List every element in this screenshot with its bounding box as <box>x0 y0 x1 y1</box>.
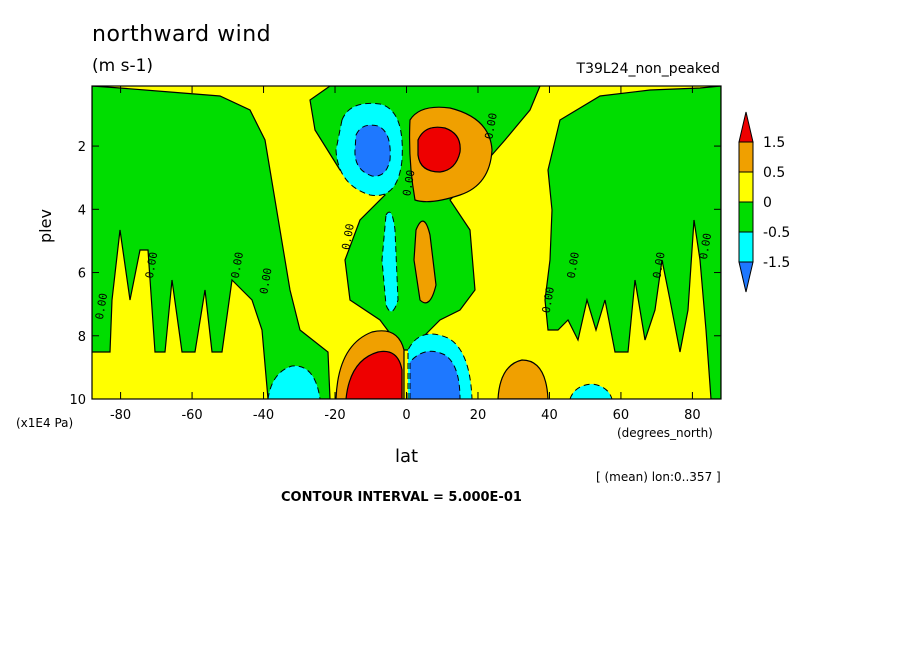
colorbar-segment <box>738 231 754 263</box>
field-positive-mid-sliver <box>413 220 437 304</box>
colorbar-segment <box>738 261 754 293</box>
field-strong-positive-upper-north <box>417 126 461 173</box>
chart-title: northward wind <box>92 22 272 47</box>
colorbar-segment <box>738 171 754 203</box>
colorbar-label: 0.5 <box>763 165 785 181</box>
colorbar-label: 0 <box>763 195 772 211</box>
field-negative-southern-extratropics <box>92 86 331 399</box>
x-axis-label: lat <box>395 446 419 467</box>
x-tick-label: -60 <box>181 408 202 423</box>
x-tick-label: -40 <box>253 408 274 423</box>
contour-label: 0.00 <box>540 286 557 314</box>
contour-labels: 0.00 0.00 0.00 0.00 0.00 0.00 0.00 0.00 0.00 0.00… <box>93 112 714 321</box>
y-tick-label: 2 <box>78 140 86 155</box>
x-tick-label: -80 <box>110 408 131 423</box>
contour-label: 0.00 <box>565 251 582 279</box>
y-tick-label: 6 <box>78 267 86 282</box>
colorbar-label: -1.5 <box>763 255 790 271</box>
x-tick-label: 80 <box>684 408 701 423</box>
colorbar-label: -0.5 <box>763 225 790 241</box>
y-axis: 2 4 6 8 10 <box>69 140 721 408</box>
x-tick-label: 20 <box>470 408 487 423</box>
field-strong-negative-lower-north <box>409 350 461 399</box>
x-tick-label: -20 <box>324 408 345 423</box>
y-tick-label: 10 <box>69 393 86 408</box>
x-axis: -80 -60 -40 -20 0 20 40 60 80 <box>110 86 701 423</box>
x-axis-units: (degrees_north) <box>617 426 713 440</box>
contour-label: 0.00 <box>697 232 714 260</box>
y-axis-multiplier: (x1E4 Pa) <box>16 416 74 430</box>
contour-interval: CONTOUR INTERVAL = 5.000E-01 <box>281 490 522 505</box>
contour-label: 0.00 <box>650 251 667 279</box>
contour-label: 0.00 <box>400 169 417 197</box>
field-negative-northern-extratropics <box>544 86 721 399</box>
field-strong-positive-lower-south <box>345 350 403 399</box>
field-negative-lower-polar-north <box>569 383 613 399</box>
chart-units: (m s-1) <box>92 56 154 76</box>
y-tick-label: 4 <box>78 203 86 218</box>
x-tick-label: 40 <box>541 408 558 423</box>
field-negative-mid-sliver <box>381 211 399 312</box>
colorbar: 1.5 0.5 0 -0.5 -1.5 <box>738 111 790 293</box>
x-tick-label: 0 <box>402 408 410 423</box>
contour-label: 0.00 <box>93 292 110 320</box>
contour-label: 0.00 <box>257 267 274 295</box>
contour-label: 0.00 <box>229 251 246 279</box>
y-tick-label: 8 <box>78 330 86 345</box>
run-label: T39L24_non_peaked <box>576 61 720 77</box>
colorbar-segment <box>738 111 754 143</box>
colorbar-label: 1.5 <box>763 135 785 151</box>
contour-label: 0.00 <box>482 112 499 140</box>
average-note: [ (mean) lon:0..357 ] <box>596 470 721 484</box>
field-strong-negative-upper-south <box>354 124 391 177</box>
colorbar-segment <box>738 201 754 233</box>
colorbar-segment <box>738 141 754 173</box>
field-positive-lower-midlat-north <box>497 359 549 399</box>
x-tick-label: 60 <box>613 408 630 423</box>
contour-label: 0.00 <box>339 223 356 251</box>
field-negative-lower-midlat-south <box>267 365 321 399</box>
contour-label: 0.00 <box>143 251 160 279</box>
